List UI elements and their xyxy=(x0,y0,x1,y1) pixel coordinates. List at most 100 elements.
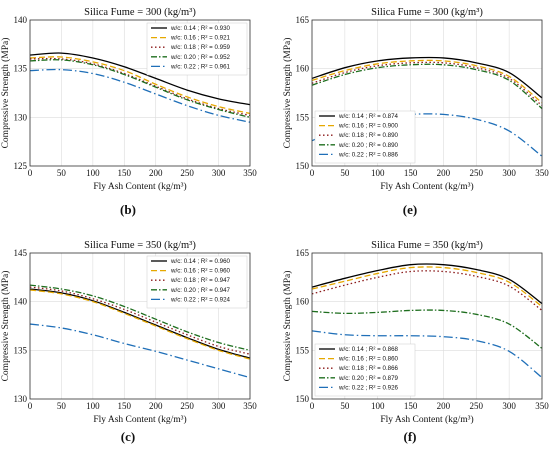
x-tick-label: 0 xyxy=(28,168,33,178)
y-tick-label: 150 xyxy=(296,161,310,171)
x-tick-label: 350 xyxy=(535,168,549,178)
y-axis-label: Compressive Strength (MPa) xyxy=(282,271,293,382)
x-axis-label: Fly Ash Content (kg/m³) xyxy=(380,414,473,425)
x-tick-label: 50 xyxy=(57,168,67,178)
x-tick-label: 150 xyxy=(118,168,132,178)
y-tick-label: 135 xyxy=(14,64,28,74)
y-tick-label: 125 xyxy=(14,161,28,171)
x-tick-label: 250 xyxy=(180,168,194,178)
plot-frame xyxy=(29,252,251,400)
legend-entry-4: w/c: 0.20 ; R² = 0.952 xyxy=(170,54,231,61)
series-line-2 xyxy=(311,59,543,104)
y-tick-label: 160 xyxy=(296,64,310,74)
y-tick-label: 165 xyxy=(296,15,310,25)
legend-entry-3: w/c: 0.18 ; R² = 0.866 xyxy=(338,365,399,372)
y-axis-label: Compressive Strength (MPa) xyxy=(282,38,293,149)
plot-frame xyxy=(311,19,543,167)
y-tick-label: 140 xyxy=(14,15,28,25)
x-tick-label: 200 xyxy=(437,401,451,411)
x-tick-label: 100 xyxy=(371,401,385,411)
x-tick-label: 250 xyxy=(470,168,484,178)
legend: w/c: 0.14 ; R² = 0.960 w/c: 0.16 ; R² = 0… xyxy=(146,255,248,309)
series-line-1 xyxy=(29,52,251,106)
legend-entry-1: w/c: 0.14 ; R² = 0.930 xyxy=(170,25,231,32)
x-tick-label: 200 xyxy=(149,401,163,411)
x-tick-label: 0 xyxy=(310,168,315,178)
chart-title: Silica Fume = 300 (kg/m³) xyxy=(371,7,483,18)
x-tick-label: 300 xyxy=(212,168,226,178)
legend-entry-2: w/c: 0.16 ; R² = 0.960 xyxy=(170,268,231,275)
x-tick-label: 0 xyxy=(28,401,33,411)
y-axis-label: Compressive Strength (MPa) xyxy=(0,271,11,382)
series-line-1 xyxy=(311,56,543,99)
legend-entry-2: w/c: 0.16 ; R² = 0.921 xyxy=(170,35,231,42)
series-line-3 xyxy=(311,270,543,311)
x-tick-label: 200 xyxy=(437,168,451,178)
x-tick-label: 0 xyxy=(310,401,315,411)
x-tick-label: 300 xyxy=(212,401,226,411)
chart-title: Silica Fume = 350 (kg/m³) xyxy=(371,240,483,251)
series-line-5 xyxy=(311,330,543,379)
x-tick-label: 300 xyxy=(502,401,516,411)
x-tick-label: 100 xyxy=(86,168,100,178)
legend-entry-5: w/c: 0.22 ; R² = 0.886 xyxy=(338,151,399,158)
plot-frame xyxy=(311,252,543,400)
legend-entry-2: w/c: 0.16 ; R² = 0.900 xyxy=(338,123,399,130)
x-tick-label: 300 xyxy=(502,168,516,178)
legend-entry-4: w/c: 0.20 ; R² = 0.890 xyxy=(338,142,399,149)
series-line-2 xyxy=(29,56,251,115)
x-tick-label: 100 xyxy=(371,168,385,178)
chart-panel-e: Silica Fume = 300 (kg/m³) 0 50 100 150 200 250… xyxy=(282,7,549,217)
panel-label: (e) xyxy=(403,202,417,217)
chart-title: Silica Fume = 350 (kg/m³) xyxy=(84,240,196,251)
y-axis-label: Compressive Strength (MPa) xyxy=(0,38,11,149)
legend-entry-1: w/c: 0.14 ; R² = 0.960 xyxy=(170,258,231,265)
legend-entry-3: w/c: 0.18 ; R² = 0.947 xyxy=(170,277,231,284)
chart-panel-f: Silica Fume = 350 (kg/m³) 0 50 100 150 200 250… xyxy=(282,240,549,444)
x-tick-label: 100 xyxy=(86,401,100,411)
panel-label: (b) xyxy=(120,202,136,217)
y-tick-label: 135 xyxy=(14,345,28,355)
y-tick-label: 130 xyxy=(14,112,28,122)
series-line-4 xyxy=(311,309,543,349)
legend-entry-5: w/c: 0.22 ; R² = 0.926 xyxy=(338,384,399,391)
series-line-3 xyxy=(311,61,543,107)
x-tick-label: 50 xyxy=(340,168,350,178)
legend: w/c: 0.14 ; R² = 0.930 w/c: 0.16 ; R² = 0… xyxy=(146,22,248,76)
series-line-3 xyxy=(29,57,251,117)
x-tick-label: 250 xyxy=(180,401,194,411)
y-tick-label: 140 xyxy=(14,297,28,307)
legend-entry-2: w/c: 0.16 ; R² = 0.860 xyxy=(338,356,399,363)
y-tick-label: 165 xyxy=(296,248,310,258)
series-line-1 xyxy=(311,263,543,305)
x-axis-label: Fly Ash Content (kg/m³) xyxy=(93,414,186,425)
series-line-5 xyxy=(29,323,251,379)
legend-entry-4: w/c: 0.20 ; R² = 0.879 xyxy=(338,375,399,382)
y-tick-label: 130 xyxy=(14,394,28,404)
legend-entry-4: w/c: 0.20 ; R² = 0.947 xyxy=(170,287,231,294)
legend-entry-1: w/c: 0.14 ; R² = 0.874 xyxy=(338,113,399,120)
x-tick-label: 350 xyxy=(243,168,257,178)
legend-entry-5: w/c: 0.22 ; R² = 0.961 xyxy=(170,63,231,70)
series-line-5 xyxy=(29,68,251,123)
legend: w/c: 0.14 ; R² = 0.874 w/c: 0.16 ; R² = 0… xyxy=(314,110,416,164)
y-tick-label: 150 xyxy=(296,394,310,404)
panel-label: (c) xyxy=(121,429,135,444)
legend-entry-3: w/c: 0.18 ; R² = 0.890 xyxy=(338,132,399,139)
series-line-1 xyxy=(29,288,251,359)
x-tick-label: 150 xyxy=(404,168,418,178)
chart-panel-b: Silica Fume = 300 (kg/m³) 0 50 100 150 200 250… xyxy=(0,7,257,217)
legend-entry-1: w/c: 0.14 ; R² = 0.868 xyxy=(338,346,399,353)
x-tick-label: 200 xyxy=(149,168,163,178)
x-tick-label: 250 xyxy=(470,401,484,411)
x-tick-label: 350 xyxy=(535,401,549,411)
legend: w/c: 0.14 ; R² = 0.868 w/c: 0.16 ; R² = 0… xyxy=(314,343,416,397)
legend-entry-5: w/c: 0.22 ; R² = 0.924 xyxy=(170,296,231,303)
series-line-4 xyxy=(311,63,543,110)
y-tick-label: 155 xyxy=(296,112,310,122)
chart-panel-c: Silica Fume = 350 (kg/m³) 0 50 100 150 200 250… xyxy=(0,240,257,444)
legend-entry-3: w/c: 0.18 ; R² = 0.959 xyxy=(170,44,231,51)
x-tick-label: 50 xyxy=(57,401,67,411)
y-tick-label: 145 xyxy=(14,248,28,258)
